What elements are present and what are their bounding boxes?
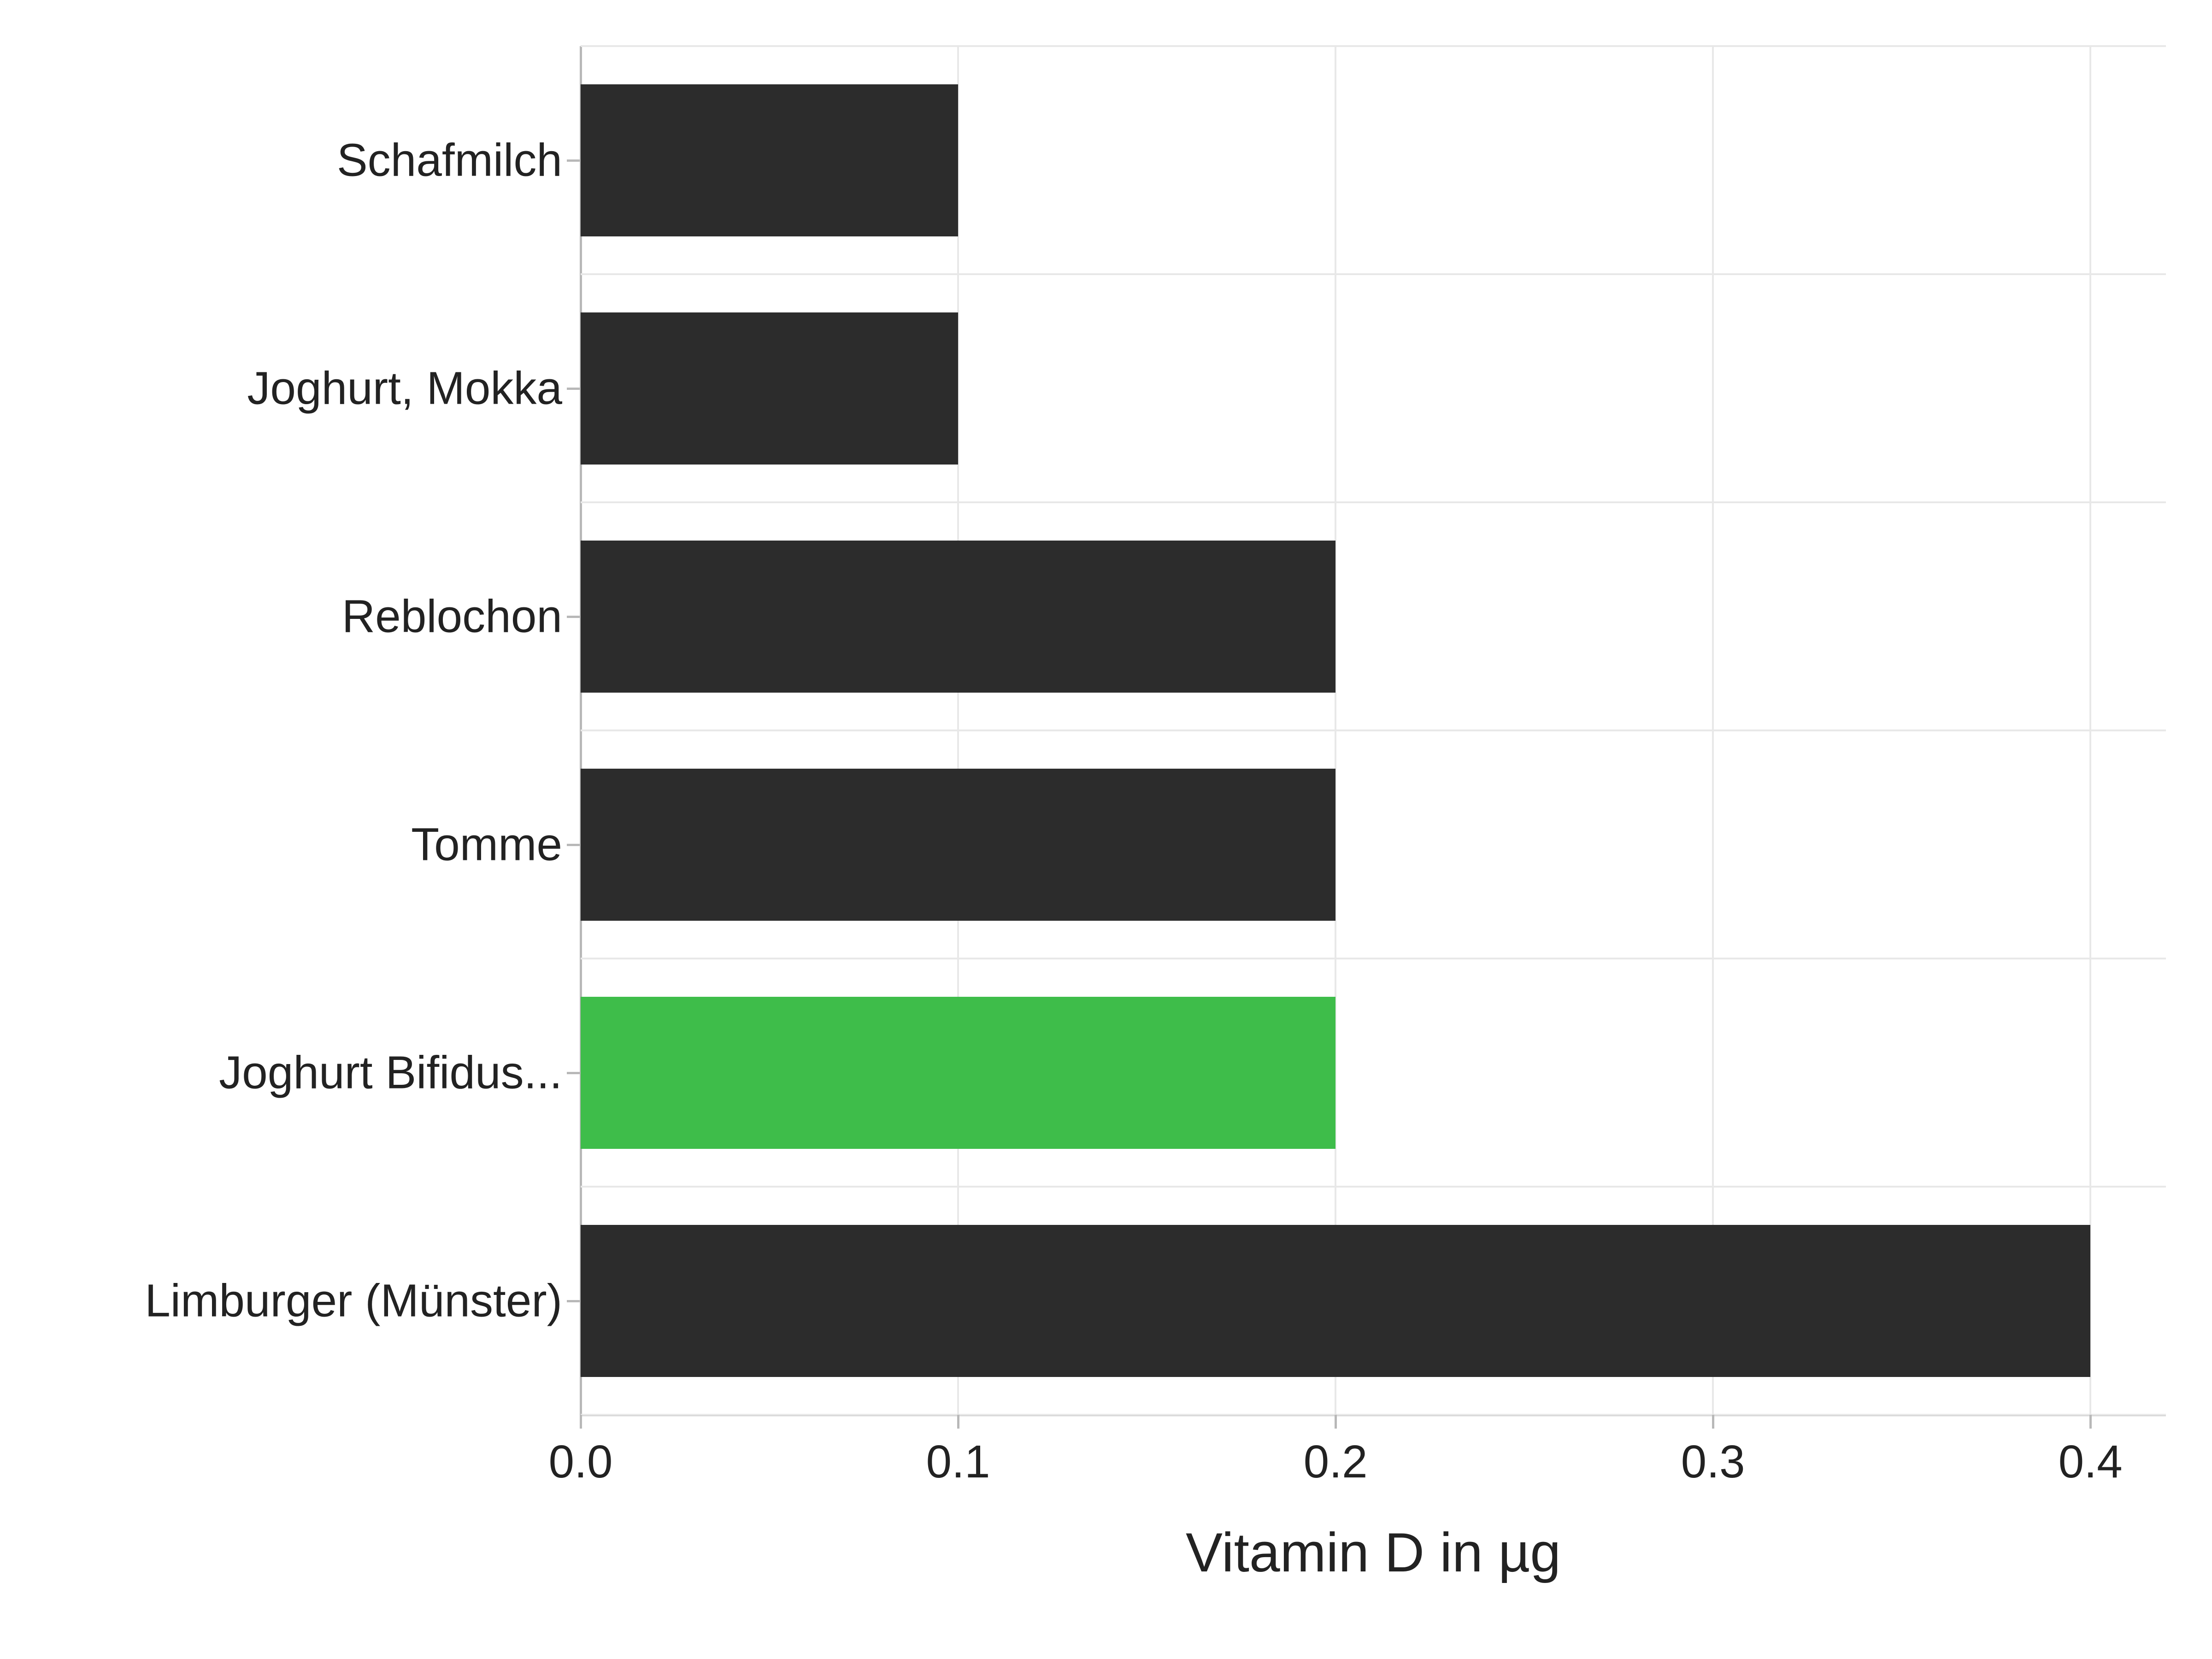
x-tick-label: 0.2 [1304,1435,1368,1488]
y-tick-mark [567,159,581,162]
y-category-label: Joghurt, Mokka [247,362,562,415]
bar [581,769,1335,921]
bar [581,84,958,236]
y-category-label: Limburger (Münster) [145,1274,562,1327]
y-tick-mark [567,844,581,846]
y-category-label: Tomme [411,818,562,871]
x-tick-label: 0.0 [548,1435,612,1488]
x-axis-title: Vitamin D in µg [1186,1521,1561,1584]
bar [581,541,1335,693]
x-tick-mark [1712,1415,1714,1429]
grid-line-horizontal [581,958,2166,959]
grid-line-horizontal [581,45,2166,47]
chart-container: 0.0 0.1 0.2 0.3 0.4 Schafmilch Joghurt, Mokka R… [0,0,2212,1659]
y-tick-mark [567,616,581,618]
x-tick-label: 0.1 [926,1435,990,1488]
y-category-label: Schafmilch [337,134,562,187]
grid-line-horizontal [581,729,2166,731]
x-tick-mark [2089,1415,2092,1429]
x-tick-mark [957,1415,959,1429]
bar [581,997,1335,1149]
y-tick-mark [567,388,581,390]
x-tick-mark [1335,1415,1337,1429]
y-category-label: Reblochon [342,590,562,643]
plot-area [581,46,2166,1415]
grid-line-horizontal [581,273,2166,275]
grid-line-horizontal [581,501,2166,503]
y-tick-mark [567,1300,581,1302]
grid-line-horizontal [581,1186,2166,1188]
bar [581,1225,2090,1377]
y-tick-mark [567,1072,581,1074]
y-category-label: Joghurt Bifidus... [219,1046,562,1099]
bar [581,312,958,465]
x-tick-mark [580,1415,582,1429]
x-tick-label: 0.3 [1681,1435,1745,1488]
x-tick-label: 0.4 [2059,1435,2123,1488]
grid-line-horizontal [581,1414,2166,1416]
